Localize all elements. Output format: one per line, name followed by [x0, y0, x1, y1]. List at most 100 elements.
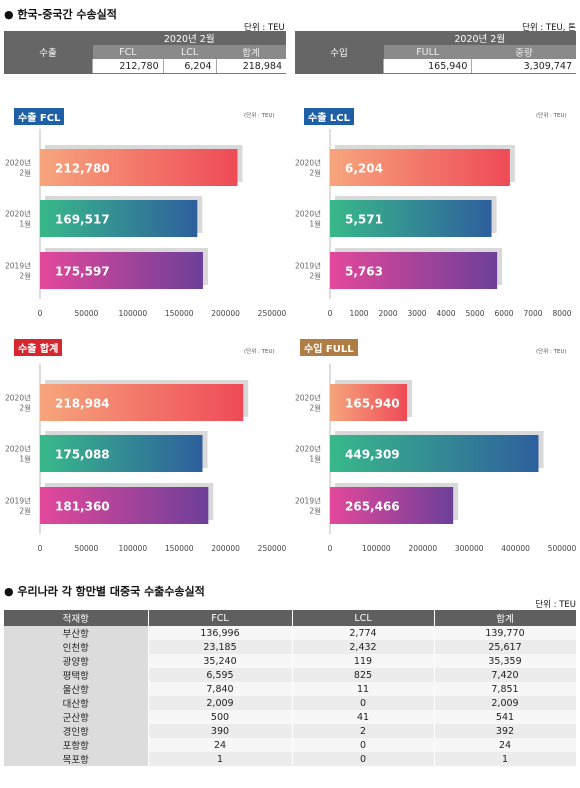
total-cell: 2,009 — [434, 696, 577, 710]
bar-value-label: 175,088 — [55, 448, 110, 462]
x-tick-label: 50000 — [74, 309, 98, 318]
left-unit-label: 단위 : TEU — [244, 23, 285, 33]
bar-value-label: 218,984 — [55, 397, 110, 411]
x-tick-label: 3000 — [407, 309, 426, 318]
total-cell: 24 — [434, 738, 577, 752]
x-tick-label: 0 — [38, 544, 43, 553]
port-table: 적재항 FCL LCL 합계 부산항 136,996 2,774 139,770 인천항… — [4, 610, 577, 766]
x-tick-label: 100000 — [118, 309, 147, 318]
category-label-month: 1월 — [19, 219, 31, 229]
fcl-cell: 2,009 — [148, 696, 293, 710]
total-cell: 139,770 — [434, 626, 577, 640]
category-label-month: 2월 — [309, 506, 321, 516]
import-summary-table: 수입 2020년 2월 FULL 중량 165,940 3,309,747 — [295, 31, 576, 74]
category-label-month: 2월 — [19, 271, 31, 281]
col-header-fcl: FCL — [148, 610, 293, 626]
bar — [40, 435, 203, 472]
category-label-year: 2019년 — [5, 496, 31, 506]
x-tick-label: 2000 — [378, 309, 397, 318]
fcl-cell: 1 — [148, 752, 293, 766]
fcl-cell: 390 — [148, 724, 293, 738]
bar-value-label: 5,763 — [345, 265, 383, 279]
export-val-lcl: 6,204 — [162, 59, 217, 74]
bar-value-label: 449,309 — [345, 448, 400, 462]
x-tick-label: 250000 — [258, 309, 287, 318]
x-tick-label: 400000 — [501, 544, 530, 553]
lcl-cell: 41 — [292, 710, 435, 724]
import-val-weight: 3,309,747 — [471, 59, 576, 74]
x-tick-label: 7000 — [523, 309, 542, 318]
port-name-cell: 군산항 — [4, 710, 149, 724]
fcl-cell: 7,840 — [148, 682, 293, 696]
port-name-cell: 대산항 — [4, 696, 149, 710]
col-header-lcl: LCL — [292, 610, 435, 626]
bar — [330, 252, 498, 289]
x-tick-label: 8000 — [552, 309, 571, 318]
table-row: 인천항 23,185 2,432 25,617 — [4, 640, 577, 654]
category-label-month: 2월 — [19, 403, 31, 413]
table-row: 군산항 500 41 541 — [4, 710, 577, 724]
export-row-label: 수출 — [4, 31, 93, 74]
total-cell: 1 — [434, 752, 577, 766]
x-tick-label: 0 — [328, 544, 333, 553]
chart-unit-export-total: (단위 : TEU) — [244, 349, 275, 355]
x-tick-label: 200000 — [408, 544, 437, 553]
table-row: 목포항 1 0 1 — [4, 752, 577, 766]
export-val-total: 218,984 — [215, 59, 286, 74]
x-tick-label: 50000 — [74, 544, 98, 553]
table-row: 울산항 7,840 11 7,851 — [4, 682, 577, 696]
category-label-month: 1월 — [309, 219, 321, 229]
category-label-month: 2월 — [19, 506, 31, 516]
fcl-cell: 23,185 — [148, 640, 293, 654]
x-tick-label: 300000 — [455, 544, 484, 553]
category-label-year: 2019년 — [295, 496, 321, 506]
category-label-year: 2020년 — [5, 158, 31, 168]
x-tick-label: 100000 — [362, 544, 391, 553]
bar — [330, 435, 539, 472]
total-cell: 25,617 — [434, 640, 577, 654]
port-name-cell: 평택항 — [4, 668, 149, 682]
import-col-weight: 중량 — [471, 45, 576, 59]
x-tick-label: 500000 — [548, 544, 577, 553]
import-col-full: FULL — [383, 45, 472, 59]
bar — [330, 384, 407, 421]
x-tick-label: 5000 — [465, 309, 484, 318]
category-label-year: 2020년 — [295, 444, 321, 454]
bar — [330, 487, 454, 524]
lcl-cell: 119 — [292, 654, 435, 668]
export-period: 2020년 2월 — [92, 31, 286, 45]
bar-value-label: 169,517 — [55, 213, 110, 227]
export-summary-table: 수출 2020년 2월 FCL LCL 합계 212,780 6,204 218… — [4, 31, 286, 74]
x-tick-label: 0 — [38, 309, 43, 318]
lcl-cell: 0 — [292, 738, 435, 752]
import-val-full: 165,940 — [382, 59, 472, 74]
chart-export-fcl: 212,7802020년2월169,5172020년1월175,5972019년… — [5, 129, 287, 318]
bar — [40, 149, 238, 186]
table-row: 포항항 24 0 24 — [4, 738, 577, 752]
bar — [40, 252, 203, 289]
category-label-year: 2019년 — [295, 261, 321, 271]
x-tick-label: 200000 — [211, 544, 240, 553]
port-name-cell: 목포항 — [4, 752, 149, 766]
chart-unit-export-lcl: (단위 : TEU) — [536, 113, 567, 119]
chart-title-export-total: 수출 합계 — [14, 339, 63, 356]
bar — [40, 200, 198, 237]
x-tick-label: 200000 — [211, 309, 240, 318]
category-label-month: 2월 — [309, 271, 321, 281]
x-tick-label: 250000 — [258, 544, 287, 553]
table-row: 부산항 136,996 2,774 139,770 — [4, 626, 577, 640]
category-label-month: 2월 — [309, 168, 321, 178]
fcl-cell: 500 — [148, 710, 293, 724]
fcl-cell: 136,996 — [148, 626, 293, 640]
chart-title-export-fcl: 수출 FCL — [14, 108, 65, 125]
category-label-year: 2020년 — [5, 209, 31, 219]
bar-value-label: 5,571 — [345, 213, 383, 227]
x-tick-label: 6000 — [494, 309, 513, 318]
export-val-fcl: 212,780 — [92, 59, 164, 74]
import-row-label: 수입 — [295, 31, 384, 74]
category-label-month: 2월 — [19, 168, 31, 178]
port-name-cell: 광양항 — [4, 654, 149, 668]
bar — [40, 487, 209, 524]
import-period: 2020년 2월 — [383, 31, 576, 45]
